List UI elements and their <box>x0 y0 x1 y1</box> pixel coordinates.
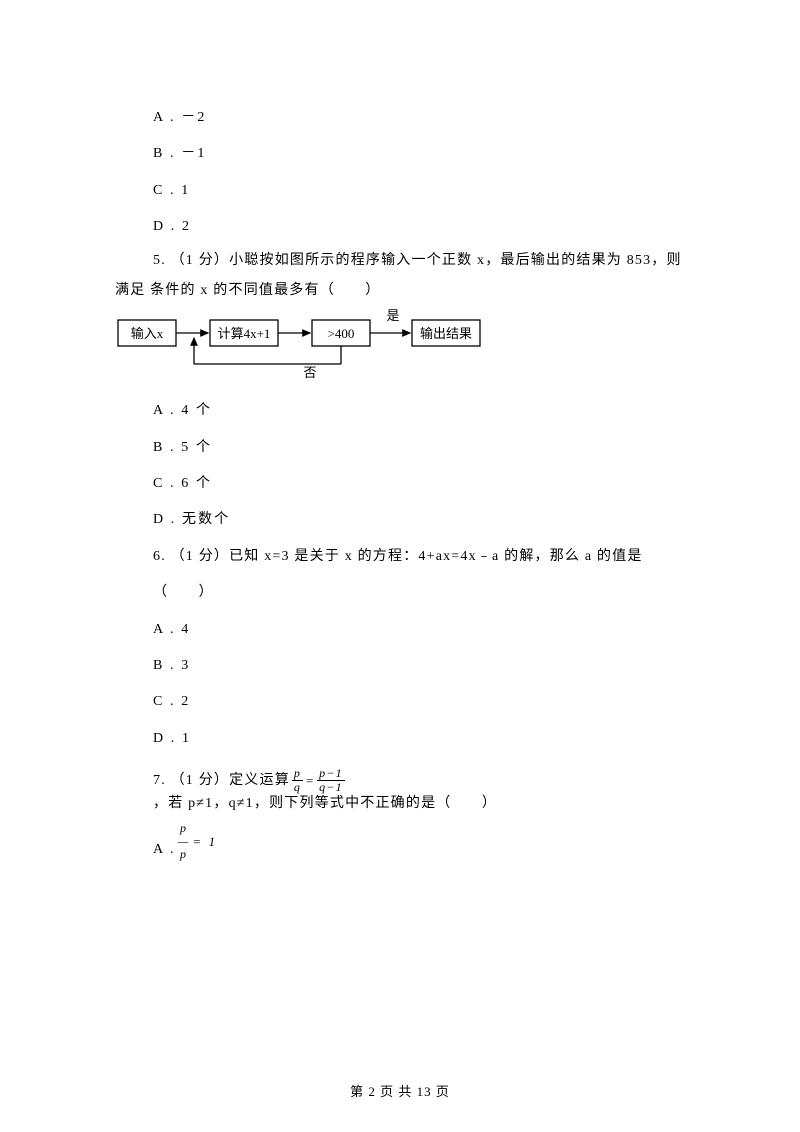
flow-box-cond: >400 <box>328 326 355 341</box>
q6-option-a: A . 4 <box>115 612 685 648</box>
q5-stem: 5. （1 分）小聪按如图所示的程序输入一个正数 x，最后输出的结果为 853，… <box>115 246 685 308</box>
prev-option-b: B . －1 <box>115 136 685 172</box>
q7-eq: = <box>305 772 315 790</box>
q7-option-a: A . p — p = 1 <box>115 822 685 862</box>
flow-box-calc: 计算4x+1 <box>218 326 271 341</box>
page-footer: 第 2 页 共 13 页 <box>0 1081 800 1100</box>
q7-optA-eq: = 1 <box>192 834 217 850</box>
q5-flowchart: 输入x 计算4x+1 >400 是 输出结果 否 <box>110 302 685 385</box>
q5-option-a: A . 4 个 <box>115 393 685 429</box>
q7-optA-label: A . <box>153 826 176 858</box>
flow-box-output: 输出结果 <box>420 326 472 341</box>
q6-option-c: C . 2 <box>115 684 685 720</box>
q6-option-d: D . 1 <box>115 721 685 757</box>
q6-stem: 6. （1 分）已知 x=3 是关于 x 的方程：4+ax=4x﹣a 的解，那么… <box>115 539 685 612</box>
prev-option-a: A . －2 <box>115 100 685 136</box>
q7-frac2: p−1 q−1 <box>317 767 345 794</box>
q7-post: ，若 p≠1，q≠1，则下列等式中不正确的是（ ） <box>153 794 497 814</box>
prev-option-d: D . 2 <box>115 209 685 245</box>
q5-text-b: 条件的 x 的不同值最多有（ ） <box>150 283 380 298</box>
flow-label-no: 否 <box>303 365 316 380</box>
q5-option-c: C . 6 个 <box>115 466 685 502</box>
q7-frac1: p q <box>292 767 303 794</box>
q5-option-b: B . 5 个 <box>115 430 685 466</box>
q6-option-b: B . 3 <box>115 648 685 684</box>
q5-option-d: D . 无数个 <box>115 502 685 538</box>
q7-pre: 7. （1 分）定义运算 <box>153 771 290 791</box>
q7-stem: 7. （1 分）定义运算 p q = p−1 q−1 ，若 p≠1，q≠1，则下… <box>115 767 685 814</box>
flow-box-input: 输入x <box>131 326 164 341</box>
flow-label-yes: 是 <box>386 308 399 323</box>
prev-option-c: C . 1 <box>115 173 685 209</box>
